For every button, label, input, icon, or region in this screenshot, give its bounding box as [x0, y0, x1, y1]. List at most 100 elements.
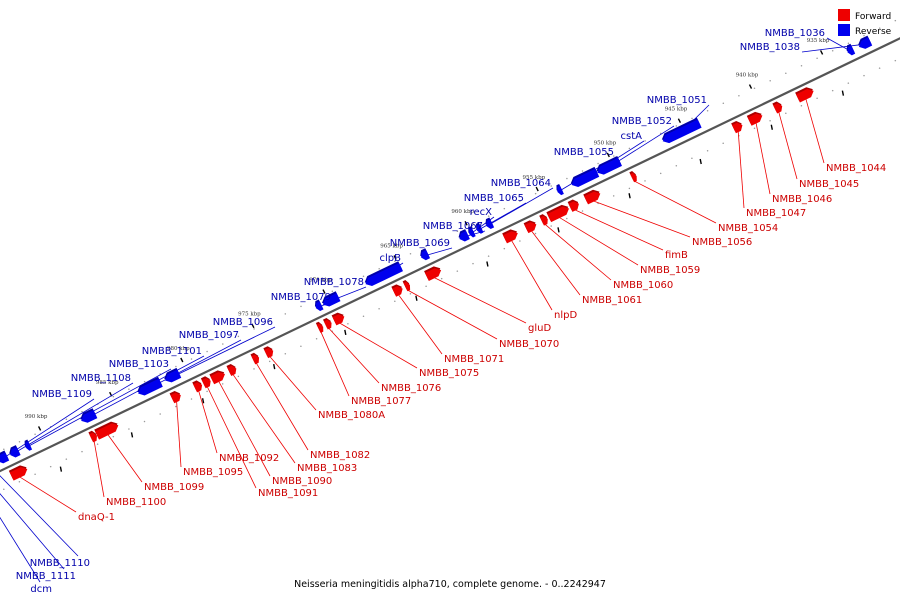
reverse-gene-label-nmbb-1103[interactable]: NMBB_1103 — [109, 359, 169, 370]
reverse-gene-arrow-nmbb-1096[interactable] — [162, 367, 182, 385]
forward-gene-arrow-nmbb-1080a[interactable] — [263, 345, 275, 359]
reverse-gene-arrow-nmbb-1038[interactable] — [856, 35, 873, 51]
reverse-gene-label-nmbb-1065[interactable]: NMBB_1065 — [464, 193, 524, 204]
reverse-gene-label-csta[interactable]: cstA — [621, 131, 643, 142]
forward-gene-label-nmbb-1077[interactable]: NMBB_1077 — [351, 396, 411, 407]
reverse-gene-label-nmbb-1109[interactable]: NMBB_1109 — [32, 389, 92, 400]
forward-gene-label-nlpd[interactable]: nlpD — [554, 310, 577, 321]
forward-gene-label-nmbb-1061[interactable]: NMBB_1061 — [582, 295, 642, 306]
reverse-gene-label-nmbb-1079[interactable]: NMBB_1079 — [271, 292, 331, 303]
forward-gene-arrow-nmbb-1083[interactable] — [226, 363, 238, 376]
reverse-gene-arrow-nmbb-1036[interactable] — [845, 43, 856, 57]
reverse-gene-label-nmbb-1111[interactable]: NMBB_1111 — [16, 571, 76, 582]
forward-gene-arrow-fimb[interactable] — [567, 198, 581, 212]
forward-gene-label-nmbb-1047[interactable]: NMBB_1047 — [746, 208, 806, 219]
forward-gene-arrow-nmbb-1056[interactable] — [583, 188, 602, 205]
forward-gene-arrow-nlpd[interactable] — [502, 227, 520, 244]
forward-gene-label-nmbb-1046[interactable]: NMBB_1046 — [772, 194, 832, 205]
reverse-gene-label-nmbb-1069[interactable]: NMBB_1069 — [390, 238, 450, 249]
reverse-gene-label-nmbb-1096[interactable]: NMBB_1096 — [213, 317, 273, 328]
forward-gene-label-nmbb-1091[interactable]: NMBB_1091 — [258, 488, 318, 499]
forward-gene-label-nmbb-1075[interactable]: NMBB_1075 — [419, 368, 479, 379]
forward-gene-arrow-nmbb-1082[interactable] — [250, 352, 261, 365]
forward-gene-arrow-nmbb-1099[interactable] — [94, 419, 120, 440]
forward-gene-label-nmbb-1056[interactable]: NMBB_1056 — [692, 237, 752, 248]
track-dot — [112, 395, 115, 398]
forward-gene-label-nmbb-1070[interactable]: NMBB_1070 — [499, 339, 559, 350]
forward-gene-arrow-nmbb-1095[interactable] — [169, 389, 183, 404]
reverse-gene-arrow-recx[interactable] — [466, 226, 476, 238]
forward-gene-arrow-nmbb-1071[interactable] — [391, 283, 404, 297]
forward-gene-arrow-nmbb-1100[interactable] — [88, 430, 99, 443]
forward-gene-label-nmbb-1099[interactable]: NMBB_1099 — [144, 482, 204, 493]
reverse-gene-arrow-nmbb-1055[interactable] — [555, 183, 564, 196]
forward-gene-label-nmbb-1059[interactable]: NMBB_1059 — [640, 265, 700, 276]
forward-gene-arrow-nmbb-1061[interactable] — [523, 218, 539, 234]
reverse-gene-arrow-nmbb-1069[interactable] — [418, 248, 431, 261]
forward-gene-arrow-nmbb-1054[interactable] — [629, 170, 638, 183]
reverse-gene-label-nmbb-1078[interactable]: NMBB_1078 — [304, 277, 364, 288]
reverse-gene-label-clpb[interactable]: clpB — [380, 253, 402, 264]
reverse-gene-label-nmbb-1108[interactable]: NMBB_1108 — [71, 373, 131, 384]
forward-gene-arrow-nmbb-1075[interactable] — [331, 311, 347, 326]
forward-gene-label-nmbb-1082[interactable]: NMBB_1082 — [310, 450, 370, 461]
reverse-gene-label-nmbb-1067[interactable]: NMBB_1067 — [423, 221, 483, 232]
reverse-gene-label-nmbb-1052[interactable]: NMBB_1052 — [612, 116, 672, 127]
forward-gene-label-nmbb-1095[interactable]: NMBB_1095 — [183, 467, 243, 478]
reverse-gene-label-nmbb-1036[interactable]: NMBB_1036 — [765, 28, 825, 39]
forward-gene-label-nmbb-1090[interactable]: NMBB_1090 — [272, 476, 332, 487]
reverse-gene-arrow-nmbb-1065[interactable] — [474, 222, 484, 235]
forward-gene-label-nmbb-1083[interactable]: NMBB_1083 — [297, 463, 357, 474]
forward-gene-arrow-nmbb-1060[interactable] — [539, 213, 550, 226]
reverse-gene-arrow-nmbb-1101[interactable] — [78, 408, 98, 425]
forward-gene-arrow-dnaq-1[interactable] — [8, 463, 29, 481]
forward-gene-label-nmbb-1054[interactable]: NMBB_1054 — [718, 223, 778, 234]
forward-gene-label-nmbb-1044[interactable]: NMBB_1044 — [826, 163, 886, 174]
gene-arrow-body — [25, 441, 33, 451]
reverse-gene-label-nmbb-1110[interactable]: NMBB_1110 — [30, 558, 90, 569]
reverse-gene-label-nmbb-1097[interactable]: NMBB_1097 — [179, 330, 239, 341]
reverse-gene-arrow-nmbb-1064[interactable] — [484, 217, 495, 230]
reverse-gene-arrow-nmbb-1109[interactable] — [0, 450, 10, 466]
reverse-gene-label-nmbb-1051[interactable]: NMBB_1051 — [647, 95, 707, 106]
reverse-gene-label-nmbb-1055[interactable]: NMBB_1055 — [554, 147, 614, 158]
forward-gene-arrow-nmbb-1044[interactable] — [795, 85, 815, 103]
reverse-gene-label-dcm[interactable]: dcm — [30, 584, 52, 595]
forward-gene-label-nmbb-1080a[interactable]: NMBB_1080A — [318, 410, 385, 421]
forward-gene-arrow-nmbb-1092[interactable] — [192, 379, 204, 393]
forward-gene-label-nmbb-1045[interactable]: NMBB_1045 — [799, 179, 859, 190]
forward-gene-label-fimb[interactable]: fimB — [665, 250, 688, 261]
reverse-gene-arrow-nmbb-1097[interactable] — [135, 376, 163, 398]
reverse-gene-arrow-nmbb-1108[interactable] — [7, 445, 21, 459]
forward-gene-label-nmbb-1100[interactable]: NMBB_1100 — [106, 497, 166, 508]
forward-gene-arrow-nmbb-1070[interactable] — [402, 279, 412, 292]
forward-gene-label-nmbb-1060[interactable]: NMBB_1060 — [613, 280, 673, 291]
reverse-gene-label-nmbb-1038[interactable]: NMBB_1038 — [740, 42, 800, 53]
forward-gene-arrow-glud[interactable] — [424, 264, 443, 281]
reverse-gene-arrow-clpb[interactable] — [363, 261, 404, 288]
forward-gene-label-glud[interactable]: gluD — [528, 323, 551, 334]
reverse-gene-arrow-nmbb-1079[interactable] — [313, 299, 324, 312]
forward-gene-arrow-nmbb-1076[interactable] — [322, 317, 334, 330]
forward-gene-label-nmbb-1076[interactable]: NMBB_1076 — [381, 383, 441, 394]
reverse-gene-arrow-nmbb-1067[interactable] — [457, 229, 470, 243]
reverse-gene-arrow-csta[interactable] — [569, 166, 600, 189]
forward-gene-label-dnaq-1[interactable]: dnaQ-1 — [78, 512, 115, 523]
reverse-gene-arrow-nmbb-1051[interactable] — [660, 117, 702, 146]
forward-gene-arrow-nmbb-1059[interactable] — [546, 203, 571, 223]
forward-gene-arrow-nmbb-1077[interactable] — [315, 321, 325, 333]
track-dot — [425, 285, 427, 287]
reverse-gene-arrow-nmbb-1078[interactable] — [320, 291, 341, 308]
reverse-gene-label-recx[interactable]: recX — [470, 207, 493, 218]
forward-gene-arrow-nmbb-1090[interactable] — [209, 368, 227, 385]
forward-gene-arrow-nmbb-1091[interactable] — [200, 375, 213, 389]
forward-gene-arrow-nmbb-1045[interactable] — [772, 100, 784, 114]
reverse-gene-arrow-nmbb-1052[interactable] — [595, 155, 623, 177]
forward-gene-label-nmbb-1071[interactable]: NMBB_1071 — [444, 354, 504, 365]
forward-gene-label-nmbb-1092[interactable]: NMBB_1092 — [219, 453, 279, 464]
reverse-gene-label-nmbb-1064[interactable]: NMBB_1064 — [491, 178, 551, 189]
reverse-gene-arrow-nmbb-1103[interactable] — [23, 439, 33, 452]
forward-gene-arrow-nmbb-1047[interactable] — [731, 119, 744, 134]
reverse-gene-label-nmbb-1101[interactable]: NMBB_1101 — [142, 346, 202, 357]
forward-gene-arrow-nmbb-1046[interactable] — [746, 110, 765, 126]
